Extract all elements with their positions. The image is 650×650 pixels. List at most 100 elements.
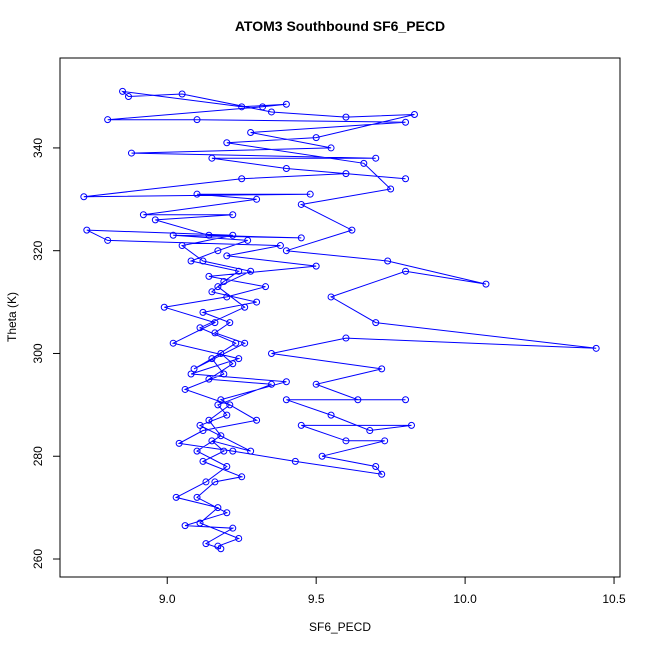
data-point xyxy=(592,344,600,352)
data-point xyxy=(193,190,201,198)
data-point xyxy=(208,288,216,296)
data-point xyxy=(190,365,198,373)
data-point xyxy=(247,129,255,137)
series-line xyxy=(83,90,597,550)
data-point xyxy=(208,154,216,162)
plot-frame xyxy=(59,57,621,578)
data-point xyxy=(342,334,350,342)
data-point xyxy=(208,355,216,363)
y-tick-label: 300 xyxy=(31,343,45,363)
data-point xyxy=(181,522,189,530)
data-point xyxy=(205,375,213,383)
data-point xyxy=(253,416,261,424)
data-point xyxy=(202,478,210,486)
data-point xyxy=(205,272,213,280)
data-point xyxy=(282,396,290,404)
data-point xyxy=(407,421,415,429)
data-point xyxy=(360,159,368,167)
data-point xyxy=(342,170,350,178)
data-point xyxy=(312,380,320,388)
data-point xyxy=(247,267,255,275)
data-point xyxy=(223,293,231,301)
data-point xyxy=(327,293,335,301)
data-point xyxy=(306,190,314,198)
data-point xyxy=(187,370,195,378)
data-point xyxy=(410,111,418,119)
data-point xyxy=(327,411,335,419)
data-point xyxy=(199,257,207,265)
data-point xyxy=(125,93,133,101)
data-point xyxy=(244,236,252,244)
data-point xyxy=(226,401,234,409)
data-point xyxy=(402,396,410,404)
data-point xyxy=(223,509,231,517)
data-point xyxy=(223,139,231,147)
data-point xyxy=(229,360,237,368)
data-point xyxy=(193,493,201,501)
data-point xyxy=(214,542,222,550)
data-point xyxy=(217,396,225,404)
y-tick-label: 320 xyxy=(31,240,45,260)
data-point xyxy=(220,447,228,455)
data-point xyxy=(175,439,183,447)
data-point xyxy=(217,432,225,440)
data-point xyxy=(199,308,207,316)
data-point xyxy=(169,339,177,347)
data-point xyxy=(181,385,189,393)
data-point xyxy=(312,262,320,270)
data-point xyxy=(282,164,290,172)
data-point xyxy=(151,216,159,224)
data-point xyxy=(127,149,135,157)
data-point xyxy=(381,437,389,445)
data-point xyxy=(267,349,275,357)
data-point xyxy=(80,193,88,201)
chart-title: ATOM3 Southbound SF6_PECD xyxy=(235,18,445,34)
data-point xyxy=(178,242,186,250)
x-tick-label: 10.5 xyxy=(602,592,626,606)
data-point xyxy=(160,303,168,311)
data-point xyxy=(139,211,147,219)
data-point xyxy=(318,452,326,460)
data-point xyxy=(235,267,243,275)
data-point xyxy=(297,421,305,429)
data-point xyxy=(196,519,204,527)
data-point xyxy=(247,447,255,455)
y-tick-label: 280 xyxy=(31,446,45,466)
data-point xyxy=(282,378,290,386)
data-point xyxy=(241,339,249,347)
data-point xyxy=(229,211,237,219)
data-point xyxy=(229,447,237,455)
x-tick-label: 10.0 xyxy=(453,592,477,606)
data-point xyxy=(253,195,261,203)
data-point xyxy=(384,257,392,265)
data-point xyxy=(259,103,267,111)
data-point xyxy=(169,231,177,239)
data-point xyxy=(378,365,386,373)
data-point xyxy=(214,283,222,291)
data-point xyxy=(214,504,222,512)
data-point xyxy=(387,185,395,193)
data-point xyxy=(402,267,410,275)
y-tick-label: 340 xyxy=(31,138,45,158)
data-point xyxy=(193,116,201,124)
data-point xyxy=(241,303,249,311)
data-point xyxy=(178,90,186,98)
data-point xyxy=(253,298,261,306)
data-point xyxy=(482,280,490,288)
data-point xyxy=(238,473,246,481)
data-point xyxy=(297,234,305,242)
data-point xyxy=(378,470,386,478)
data-point xyxy=(211,319,219,327)
data-point xyxy=(229,231,237,239)
x-axis-label: SF6_PECD xyxy=(309,620,371,634)
data-point xyxy=(267,380,275,388)
data-point xyxy=(220,278,228,286)
data-point xyxy=(229,524,237,532)
data-point xyxy=(214,401,222,409)
data-point xyxy=(223,252,231,260)
data-point xyxy=(235,534,243,542)
data-point xyxy=(282,247,290,255)
data-point xyxy=(366,427,374,435)
data-point xyxy=(372,319,380,327)
